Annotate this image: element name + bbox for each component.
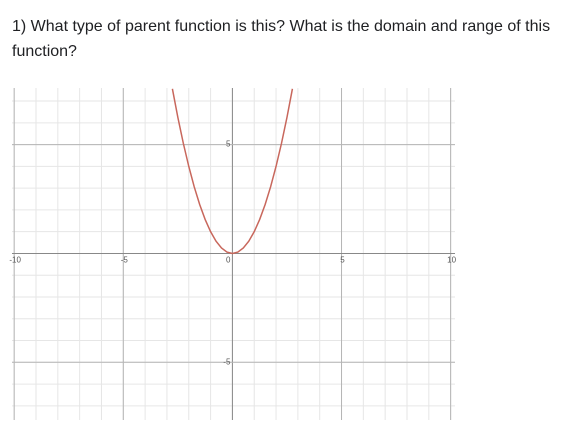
- x-tick-label: 5: [340, 256, 345, 265]
- question-text: 1) What type of parent function is this?…: [12, 18, 551, 60]
- y-tick-label: 5: [226, 140, 231, 149]
- x-tick-label: 0: [226, 256, 231, 265]
- y-tick-label: -5: [223, 357, 231, 366]
- x-tick-label: 10: [447, 256, 456, 265]
- x-tick-label: -10: [9, 256, 21, 265]
- function-curve: [171, 88, 294, 255]
- x-tick-label: -5: [121, 256, 129, 265]
